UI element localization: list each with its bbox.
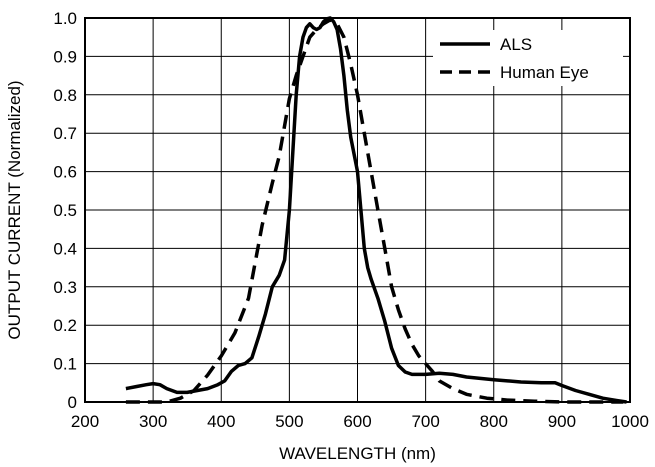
y-tick-label: 0.8 [53, 86, 77, 105]
series-line-human-eye [125, 18, 624, 404]
x-tick-label: 300 [139, 412, 167, 431]
series-layer [125, 16, 627, 404]
x-axis-title: WAVELENGTH (nm) [279, 444, 436, 463]
y-tick-label: 0.4 [53, 239, 77, 258]
y-tick-label: 0.2 [53, 316, 77, 335]
plot-frame [84, 17, 631, 403]
x-tick-label: 1000 [611, 412, 649, 431]
y-tick-label: 0.7 [53, 124, 77, 143]
x-tick-label: 200 [71, 412, 99, 431]
x-tick-label: 600 [343, 412, 371, 431]
series-line-als [125, 16, 627, 404]
x-tick-label: 400 [207, 412, 235, 431]
y-axis-ticks: 0 0.1 0.2 0.3 0.4 0.5 0.6 0.7 0.8 0.9 1.0 [53, 9, 77, 412]
legend-label-human-eye: Human Eye [500, 63, 589, 82]
legend: ALS Human Eye [433, 30, 623, 86]
legend-label-als: ALS [500, 35, 532, 54]
y-tick-label: 0.5 [53, 201, 77, 220]
y-tick-label: 0 [68, 393, 77, 412]
y-axis-title: OUTPUT CURRENT (Normalized) [5, 80, 24, 339]
x-tick-label: 800 [480, 412, 508, 431]
y-tick-label: 0.3 [53, 278, 77, 297]
legend-background [433, 30, 623, 86]
y-tick-label: 0.6 [53, 163, 77, 182]
y-tick-label: 0.9 [53, 47, 77, 66]
x-tick-label: 900 [548, 412, 576, 431]
x-axis-ticks: 200 300 400 500 600 700 800 900 1000 [71, 412, 649, 431]
x-tick-label: 500 [275, 412, 303, 431]
y-tick-label: 0.1 [53, 355, 77, 374]
x-tick-label: 700 [411, 412, 439, 431]
y-tick-label: 1.0 [53, 9, 77, 28]
